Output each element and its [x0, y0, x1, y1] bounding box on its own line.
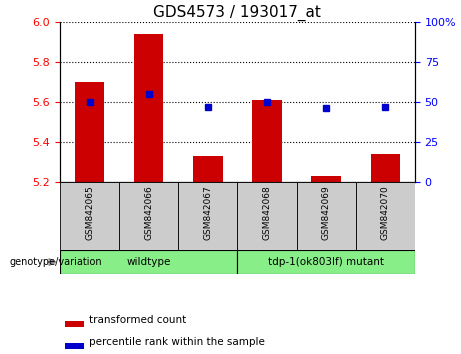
Text: GSM842065: GSM842065 — [85, 185, 94, 240]
Bar — [65, 343, 84, 349]
Bar — [65, 321, 84, 327]
Bar — [60, 250, 237, 274]
Bar — [60, 182, 119, 250]
Bar — [296, 182, 356, 250]
Text: transformed count: transformed count — [89, 315, 186, 325]
Title: GDS4573 / 193017_at: GDS4573 / 193017_at — [154, 5, 321, 21]
Bar — [193, 156, 223, 182]
Bar — [371, 154, 400, 182]
Bar — [237, 250, 415, 274]
Text: wildtype: wildtype — [126, 257, 171, 267]
Bar — [356, 182, 415, 250]
Bar — [178, 182, 237, 250]
Bar — [311, 176, 341, 182]
Text: genotype/variation: genotype/variation — [9, 257, 102, 267]
Text: tdp-1(ok803lf) mutant: tdp-1(ok803lf) mutant — [268, 257, 384, 267]
Text: percentile rank within the sample: percentile rank within the sample — [89, 337, 265, 347]
Bar — [119, 182, 178, 250]
Bar — [75, 82, 104, 182]
Text: GSM842068: GSM842068 — [262, 185, 272, 240]
Bar — [237, 182, 296, 250]
Text: GSM842070: GSM842070 — [381, 185, 390, 240]
Text: GSM842069: GSM842069 — [322, 185, 331, 240]
Text: GSM842067: GSM842067 — [203, 185, 213, 240]
Bar — [252, 100, 282, 182]
Bar — [134, 34, 164, 182]
Text: GSM842066: GSM842066 — [144, 185, 153, 240]
